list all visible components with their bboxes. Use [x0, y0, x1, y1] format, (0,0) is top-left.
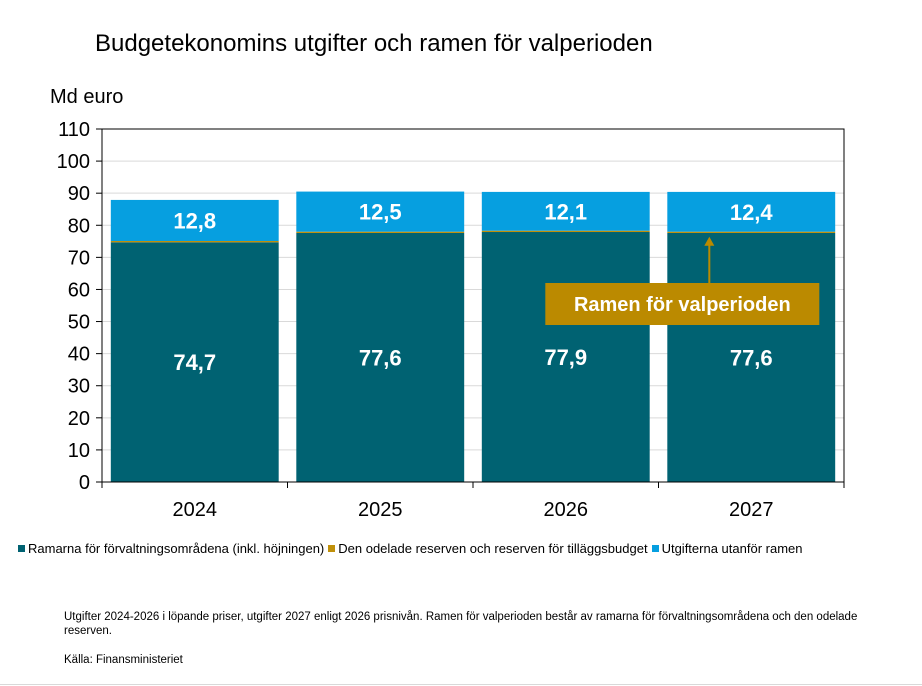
bar-2024-series-1 — [110, 240, 279, 243]
bar-2027-series-2 — [667, 191, 836, 232]
x-tick-label: 2026 — [544, 499, 589, 521]
legend-item-utanfor-ramen: Utgifterna utanför ramen — [651, 541, 803, 556]
source-note: Källa: Finansministeriet — [64, 654, 183, 666]
data-label: 77,9 — [544, 345, 587, 370]
data-label: 77,6 — [359, 345, 402, 370]
chart-title: Budgetekonomins utgifter och ramen för v… — [95, 30, 653, 57]
legend-swatch — [328, 545, 336, 552]
plot-area-border — [101, 128, 845, 483]
y-tick-label: 40 — [68, 344, 90, 366]
annotation-label: Ramen för valperioden — [574, 294, 791, 316]
y-tick-label: 90 — [68, 183, 90, 205]
legend: Ramarna för förvaltningsområdena (inkl. … — [18, 541, 806, 556]
y-tick-label: 20 — [68, 408, 90, 430]
y-tick-label: 70 — [68, 247, 90, 269]
bar-chart: 0 10 20 30 40 50 60 70 80 90 100 110 74,7 12,8 2024 77,… — [57, 119, 845, 521]
y-tick-label: 60 — [68, 279, 90, 301]
data-label: 12,1 — [544, 199, 587, 224]
y-tick-label: 0 — [79, 472, 90, 494]
y-tick-label: 50 — [68, 312, 90, 334]
annotation-arrow-head — [704, 236, 715, 246]
bar-2026-series-1 — [481, 230, 650, 233]
legend-label: Ramarna för förvaltningsområdena (inkl. … — [28, 541, 325, 556]
data-label: 12,4 — [730, 200, 774, 225]
x-tick-label: 2025 — [358, 499, 403, 521]
bar-2026-series-0 — [481, 232, 650, 482]
y-axis-unit-label: Md euro — [50, 86, 124, 108]
y-tick-label: 100 — [57, 151, 90, 173]
bar-2024-series-2 — [110, 199, 279, 241]
y-tick-label: 110 — [58, 119, 90, 141]
data-label: 12,5 — [359, 200, 402, 225]
y-tick-label: 10 — [68, 440, 90, 462]
legend-item-ramarna: Ramarna för förvaltningsområdena (inkl. … — [18, 541, 324, 556]
y-tick-label: 30 — [68, 376, 90, 398]
bar-2027-series-0 — [667, 232, 836, 482]
bar-2024-series-0 — [110, 242, 279, 482]
legend-item-reserven: Den odelade reserven och reserven för ti… — [328, 541, 648, 556]
data-label: 77,6 — [730, 345, 773, 370]
bar-2025-series-0 — [296, 232, 465, 482]
data-label: 12,8 — [173, 208, 216, 233]
annotation-box — [545, 283, 820, 325]
x-tick-label: 2024 — [173, 499, 218, 521]
x-tick-label: 2027 — [729, 499, 774, 521]
bar-2025-series-2 — [296, 191, 465, 232]
legend-swatch — [18, 545, 25, 552]
bar-2025-series-1 — [296, 231, 465, 233]
bar-2026-series-2 — [481, 191, 650, 231]
legend-label: Utgifterna utanför ramen — [661, 541, 803, 556]
legend-label: Den odelade reserven och reserven för ti… — [338, 541, 648, 556]
bar-2027-series-1 — [667, 231, 836, 233]
footnote: Utgifter 2024-2026 i löpande priser, utg… — [64, 611, 858, 637]
data-label: 74,7 — [173, 350, 216, 375]
legend-swatch — [651, 545, 659, 552]
bottom-divider — [0, 684, 922, 685]
y-tick-label: 80 — [68, 215, 90, 237]
